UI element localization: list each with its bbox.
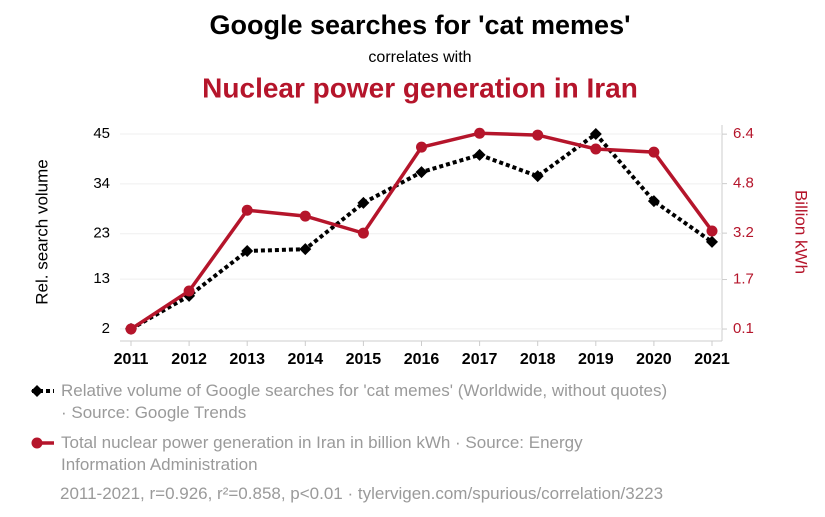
footnote: 2011-2021, r=0.926, r²=0.858, p<0.01 · t… xyxy=(60,484,664,503)
chart-title: Google searches for 'cat memes' xyxy=(209,10,630,40)
x-tick-label: 2018 xyxy=(520,351,556,368)
x-tick-label: 2019 xyxy=(578,351,614,368)
circle-marker xyxy=(241,204,253,216)
circle-marker xyxy=(416,141,427,153)
y-tick-label: 13 xyxy=(93,270,110,287)
diamond-marker xyxy=(706,235,718,248)
y-tick-label: 2 xyxy=(102,320,110,337)
y2-tick-label: 1.7 xyxy=(733,271,754,288)
circle-marker xyxy=(474,127,486,139)
diamond-marker xyxy=(357,196,370,209)
diamond-marker xyxy=(589,128,602,141)
diamond-marker xyxy=(473,148,486,161)
diamond-marker xyxy=(299,243,312,256)
diamond-marker xyxy=(531,170,544,183)
diamond-marker xyxy=(241,244,254,257)
y2-tick-label: 3.2 xyxy=(733,224,754,241)
circle-marker xyxy=(590,143,602,155)
circle-marker xyxy=(299,210,311,222)
y2-axis-label: Billion kWh xyxy=(792,190,811,274)
circle-marker xyxy=(183,285,195,297)
y-tick-label: 23 xyxy=(93,225,110,242)
x-tick-label: 2012 xyxy=(171,351,207,368)
circle-marker xyxy=(31,437,43,449)
x-tick-label: 2020 xyxy=(636,351,672,368)
circle-marker xyxy=(706,225,718,237)
x-tick-label: 2014 xyxy=(288,351,324,368)
y-tick-label: 45 xyxy=(93,125,110,142)
series-line xyxy=(130,131,714,331)
y2-tick-label: 0.1 xyxy=(733,320,754,337)
circle-marker xyxy=(125,323,137,335)
chart-subtitle: correlates with xyxy=(368,49,471,66)
y2-tick-label: 6.4 xyxy=(733,125,754,142)
x-tick-label: 2015 xyxy=(346,351,382,368)
x-tick-label: 2016 xyxy=(404,351,440,368)
diamond-marker xyxy=(31,385,43,397)
x-tick-label: 2021 xyxy=(694,351,730,368)
circle-marker xyxy=(357,227,369,239)
y-tick-label: 34 xyxy=(93,175,110,192)
legend-entry: Total nuclear power generation in Iran i… xyxy=(30,432,670,476)
series-line xyxy=(130,131,714,331)
diamond-marker xyxy=(647,195,660,208)
circle-marker xyxy=(532,129,544,141)
legend-label: Relative volume of Google searches for '… xyxy=(61,381,668,422)
y-axis-label: Rel. search volume xyxy=(32,159,51,305)
x-tick-label: 2011 xyxy=(114,351,149,368)
y2-tick-label: 4.8 xyxy=(733,175,754,192)
circle-marker xyxy=(648,146,660,158)
legend-swatch xyxy=(31,437,54,449)
x-tick-label: 2013 xyxy=(229,351,265,368)
x-tick-label: 2017 xyxy=(462,351,498,368)
legend-label: Total nuclear power generation in Iran i… xyxy=(61,433,583,474)
legend: Relative volume of Google searches for '… xyxy=(30,380,670,484)
chart-title-2: Nuclear power generation in Iran xyxy=(202,72,638,103)
legend-entry: Relative volume of Google searches for '… xyxy=(30,380,670,424)
legend-swatch xyxy=(31,385,54,397)
diamond-marker xyxy=(415,166,428,179)
chart: Google searches for 'cat memes' correlat… xyxy=(32,10,811,368)
